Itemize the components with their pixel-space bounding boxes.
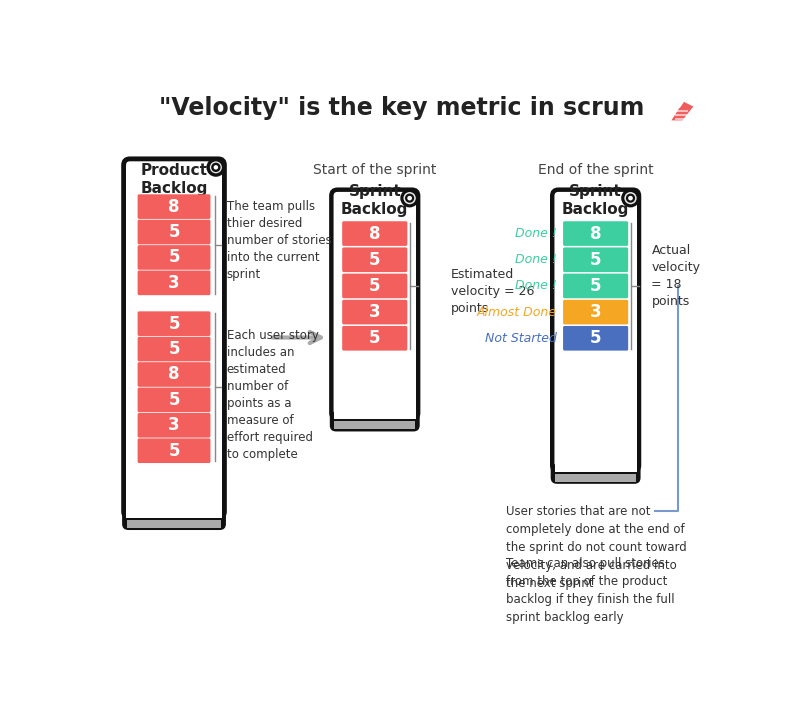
Text: Estimated
velocity = 26
points: Estimated velocity = 26 points	[450, 268, 534, 315]
FancyBboxPatch shape	[342, 273, 407, 298]
FancyBboxPatch shape	[138, 438, 210, 463]
FancyBboxPatch shape	[563, 299, 628, 324]
Bar	[334, 196, 416, 413]
FancyBboxPatch shape	[138, 312, 210, 336]
Text: Not Started: Not Started	[485, 332, 557, 345]
Text: Sprint
Backlog: Sprint Backlog	[562, 184, 630, 217]
Text: 3: 3	[369, 303, 380, 321]
Text: Almost Done: Almost Done	[477, 306, 557, 319]
Text: User stories that are not
completely done at the end of
the sprint do not count : User stories that are not completely don…	[507, 506, 687, 590]
Bar	[127, 165, 222, 512]
FancyBboxPatch shape	[563, 326, 628, 350]
Text: Each user story
includes an
estimated
number of
points as a
measure of
effort re: Each user story includes an estimated nu…	[226, 329, 319, 461]
Bar	[335, 421, 415, 429]
FancyBboxPatch shape	[552, 190, 639, 472]
FancyBboxPatch shape	[138, 362, 210, 387]
Circle shape	[622, 190, 638, 206]
Text: Start of the sprint: Start of the sprint	[313, 164, 437, 178]
Text: 3: 3	[168, 274, 180, 292]
FancyBboxPatch shape	[138, 413, 210, 438]
Bar	[555, 196, 637, 465]
Circle shape	[627, 195, 634, 202]
Text: 3: 3	[168, 416, 180, 434]
Circle shape	[402, 190, 418, 206]
Text: 5: 5	[168, 223, 180, 241]
FancyBboxPatch shape	[138, 194, 210, 219]
Text: Teams can also pull stories
from the top of the product
backlog if they finish t: Teams can also pull stories from the top…	[507, 557, 675, 624]
FancyBboxPatch shape	[122, 510, 226, 530]
Text: The team pulls
thier desired
number of stories
into the current
sprint: The team pulls thier desired number of s…	[226, 200, 332, 281]
Text: Product
Backlog: Product Backlog	[140, 163, 208, 196]
Text: 5: 5	[369, 329, 380, 348]
FancyBboxPatch shape	[138, 245, 210, 270]
Bar	[127, 510, 222, 518]
Text: 5: 5	[369, 277, 380, 295]
Polygon shape	[672, 102, 693, 120]
FancyBboxPatch shape	[124, 159, 225, 518]
Text: 5: 5	[168, 314, 180, 333]
Bar	[334, 411, 416, 419]
Text: Done !: Done !	[515, 253, 557, 266]
FancyBboxPatch shape	[138, 270, 210, 295]
Text: 5: 5	[590, 251, 602, 269]
FancyBboxPatch shape	[563, 222, 628, 246]
FancyBboxPatch shape	[551, 464, 641, 484]
Text: Sprint
Backlog: Sprint Backlog	[341, 184, 408, 217]
FancyBboxPatch shape	[342, 247, 407, 272]
Text: Done !: Done !	[515, 227, 557, 240]
FancyBboxPatch shape	[342, 222, 407, 246]
Text: 5: 5	[590, 277, 602, 295]
Text: 5: 5	[369, 251, 380, 269]
Text: 5: 5	[168, 249, 180, 266]
Text: Done !: Done !	[515, 280, 557, 292]
Circle shape	[208, 159, 224, 175]
FancyBboxPatch shape	[563, 247, 628, 272]
FancyBboxPatch shape	[332, 190, 418, 419]
Text: 5: 5	[168, 340, 180, 358]
Circle shape	[212, 164, 219, 171]
Text: 5: 5	[168, 391, 180, 409]
FancyBboxPatch shape	[138, 387, 210, 412]
Bar	[127, 520, 222, 527]
FancyBboxPatch shape	[563, 273, 628, 298]
Text: 5: 5	[168, 442, 180, 459]
Text: End of the sprint: End of the sprint	[538, 164, 654, 178]
FancyBboxPatch shape	[138, 219, 210, 244]
Text: 8: 8	[369, 224, 380, 243]
Text: Actual
velocity
= 18
points: Actual velocity = 18 points	[651, 244, 701, 308]
FancyBboxPatch shape	[342, 326, 407, 350]
Bar	[556, 474, 636, 481]
Bar	[555, 464, 637, 472]
Text: 8: 8	[168, 198, 180, 216]
Polygon shape	[672, 106, 693, 120]
Text: 5: 5	[590, 329, 602, 348]
FancyBboxPatch shape	[342, 299, 407, 324]
Text: 8: 8	[590, 224, 602, 243]
FancyBboxPatch shape	[138, 337, 210, 361]
Text: 8: 8	[168, 365, 180, 384]
Text: 3: 3	[590, 303, 602, 321]
Circle shape	[406, 195, 413, 202]
Text: "Velocity" is the key metric in scrum: "Velocity" is the key metric in scrum	[159, 96, 645, 120]
FancyBboxPatch shape	[330, 411, 420, 431]
